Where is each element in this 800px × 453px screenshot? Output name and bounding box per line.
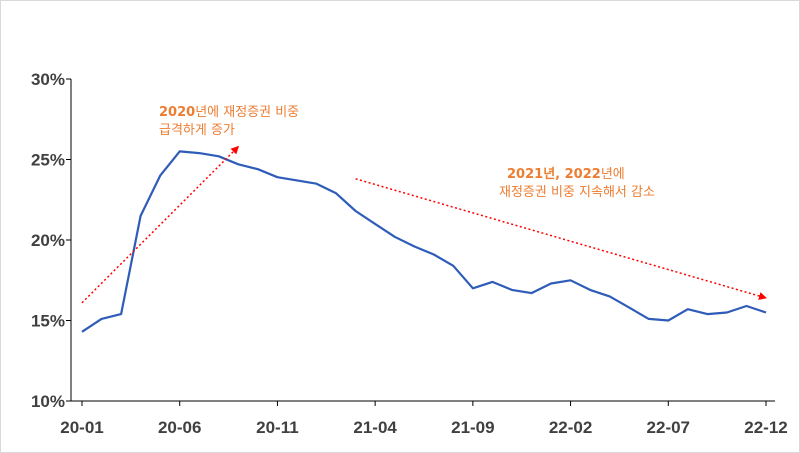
x-tick-label: 20-11 (256, 418, 299, 437)
annotation-2020-line2: 급격하게 증가 (159, 123, 235, 138)
x-tick-label: 20-06 (158, 418, 201, 437)
series-line (81, 150, 767, 333)
x-tick-label: 22-07 (647, 418, 690, 437)
trend-arrow-increase (81, 145, 240, 304)
y-tick-label: 15% (31, 312, 65, 331)
trend-arrow-decrease (355, 178, 767, 300)
x-tick-label: 21-09 (451, 418, 494, 437)
y-tick-label: 10% (31, 392, 65, 411)
x-tick-label: 21-04 (353, 418, 397, 437)
x-tick-label: 22-12 (744, 418, 787, 437)
annotation-2021-2022-line2: 재정증권 비중 지속해서 감소 (499, 185, 655, 200)
annotation-2020: 2020년에 재정증권 비중 (159, 105, 299, 120)
y-tick-label: 20% (31, 231, 65, 250)
y-tick-label: 25% (31, 151, 65, 170)
y-tick-label: 30% (31, 70, 65, 89)
annotation-2021-2022: 2021년, 2022년에 (507, 167, 625, 182)
x-tick-label: 22-02 (549, 418, 592, 437)
x-tick-label: 20-01 (60, 418, 103, 437)
